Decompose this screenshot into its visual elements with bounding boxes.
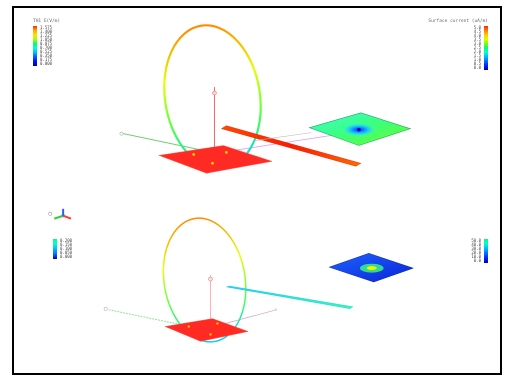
- tick: 30.0: [471, 246, 481, 251]
- patch-plate[interactable]: [308, 112, 412, 146]
- tick: 0.150: [60, 242, 73, 247]
- tick: 1.5: [473, 53, 481, 58]
- tick: 0.000: [40, 61, 53, 66]
- tick: 3.0: [473, 41, 481, 46]
- scene-canvas[interactable]: [14, 8, 500, 373]
- axis-triad: [48, 208, 72, 220]
- tick: 0.100: [60, 246, 73, 251]
- legend-title: TH1 E(V/m): [33, 19, 61, 24]
- colorbar: [53, 239, 57, 259]
- tick: 0.700: [40, 45, 53, 50]
- tick: 1.575: [40, 25, 53, 30]
- top-scene: [119, 24, 412, 174]
- patch-plate-2[interactable]: [328, 253, 415, 283]
- dipole-rod[interactable]: [220, 125, 362, 167]
- colorbar: [33, 26, 37, 66]
- tick: 0.350: [40, 53, 53, 58]
- tick: 20.0: [471, 250, 481, 255]
- top-left-legend: TH1 E(V/m) 1.575 1.400 1.225 1.050 0.875…: [33, 19, 61, 66]
- legend-ticks: 5.0 4.5 4.0 3.5 3.0 2.5 2.0 1.5 1.0 0.5 …: [428, 26, 481, 70]
- colorbar: [484, 26, 488, 70]
- tick: 1.050: [40, 37, 53, 42]
- tick: 0.525: [40, 49, 53, 54]
- tick: 0.000: [60, 254, 73, 259]
- tick: 0.200: [60, 238, 73, 243]
- dipole-rod-2[interactable]: [226, 285, 354, 309]
- tick: 50.0: [471, 238, 481, 243]
- tick: 0.050: [60, 250, 73, 255]
- bottom-right-legend: 50.0 40.0 30.0 20.0 10.0 0.0: [471, 239, 488, 263]
- legend-ticks: 1.575 1.400 1.225 1.050 0.875 0.700 0.52…: [40, 26, 60, 66]
- top-right-legend: Surface current (uA/m) 5.0 4.5 4.0 3.5 3…: [428, 19, 488, 70]
- tick: 5.0: [473, 25, 481, 30]
- ground-pad-2[interactable]: [164, 318, 250, 342]
- tick: 2.5: [473, 45, 481, 50]
- loop-antenna-2[interactable]: [155, 212, 255, 348]
- bottom-scene: [103, 212, 415, 348]
- bottom-left-legend: 0.200 0.150 0.100 0.050 0.000: [53, 239, 72, 259]
- tick: 4.5: [473, 29, 481, 34]
- ground-pad[interactable]: [157, 145, 272, 174]
- legend-title: Surface current (uA/m): [428, 19, 488, 24]
- tick: 1.400: [40, 29, 53, 34]
- legend-ticks: 50.0 40.0 30.0 20.0 10.0 0.0: [471, 239, 481, 263]
- tick: 4.0: [473, 33, 481, 38]
- tick: 0.0: [473, 258, 481, 263]
- tick: 0.875: [40, 41, 53, 46]
- tick: 1.225: [40, 33, 53, 38]
- tick: 0.5: [473, 61, 481, 66]
- viewport-frame: TH1 E(V/m) 1.575 1.400 1.225 1.050 0.875…: [12, 6, 502, 375]
- tick: 3.5: [473, 37, 481, 42]
- tick: 1.0: [473, 57, 481, 62]
- tick: 0.175: [40, 57, 53, 62]
- tick: 10.0: [471, 254, 481, 259]
- legend-ticks: 0.200 0.150 0.100 0.050 0.000: [60, 239, 72, 259]
- tick: 2.0: [473, 49, 481, 54]
- tick: 0.0: [473, 65, 481, 70]
- colorbar: [484, 239, 488, 263]
- tick: 40.0: [471, 242, 481, 247]
